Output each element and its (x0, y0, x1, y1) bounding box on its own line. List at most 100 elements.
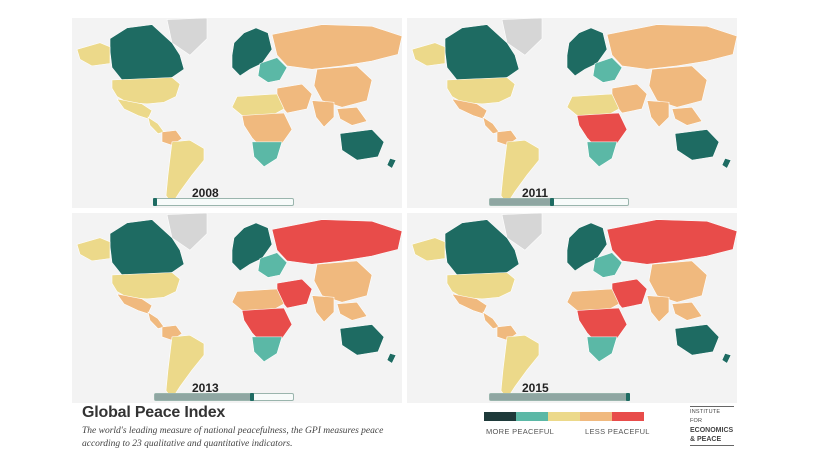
region-australia (339, 129, 385, 161)
region-greenland (166, 18, 208, 56)
region-central (147, 116, 165, 134)
region-nz (721, 353, 732, 364)
logo-line-3: & PEACE (690, 436, 722, 443)
slider-handle[interactable] (626, 393, 630, 401)
map-panel-2015: 2015 (407, 213, 737, 403)
region-seasia (671, 301, 703, 321)
region-usa (111, 77, 181, 105)
legend-less-peaceful-label: LESS PEACEFUL (585, 427, 650, 436)
region-china (313, 65, 373, 108)
region-africa_south (586, 141, 618, 168)
world-map (411, 18, 737, 205)
region-seasia (336, 301, 368, 321)
page-title: Global Peace Index (82, 404, 226, 421)
region-canada (444, 24, 520, 83)
slider-fill (490, 394, 628, 400)
region-seasia (336, 106, 368, 126)
year-label: 2015 (522, 381, 549, 395)
region-greenland (166, 213, 208, 251)
year-slider[interactable] (489, 198, 629, 206)
region-europe_east (257, 57, 288, 83)
legend-swatch (548, 412, 580, 421)
region-australia (339, 324, 385, 356)
region-africa_south (251, 141, 283, 168)
legend-swatch (612, 412, 644, 421)
region-south_america (165, 335, 205, 400)
slider-handle[interactable] (153, 198, 157, 206)
region-nz (386, 353, 397, 364)
region-usa (111, 272, 181, 300)
slider-fill (155, 394, 252, 400)
region-mexico (451, 98, 488, 120)
legend-swatch (484, 412, 516, 421)
region-europe_east (592, 252, 623, 278)
region-china (313, 260, 373, 303)
region-russia (271, 24, 402, 70)
region-nz (386, 158, 397, 169)
region-alaska (76, 237, 111, 262)
page-description: The world's leading measure of national … (82, 426, 384, 449)
region-seasia (671, 106, 703, 126)
region-alaska (411, 42, 446, 67)
logo-line-1: INSTITUTE FOR (690, 409, 721, 424)
slider-handle[interactable] (249, 393, 254, 401)
slider-handle[interactable] (550, 198, 555, 206)
region-russia (271, 219, 402, 265)
map-panel-2013: 2013 (72, 213, 402, 403)
region-south_america (500, 335, 540, 400)
legend-more-peaceful-label: MORE PEACEFUL (486, 427, 555, 436)
region-canada (109, 219, 185, 278)
region-central (482, 116, 500, 134)
region-india (646, 295, 670, 323)
year-slider[interactable] (154, 393, 294, 401)
region-india (311, 295, 335, 323)
region-mexico (451, 293, 488, 315)
logo-line-2: ECONOMICS (690, 427, 734, 434)
region-china (648, 65, 708, 108)
region-russia (606, 24, 737, 70)
region-central (482, 311, 500, 329)
region-greenland (501, 213, 543, 251)
world-map (76, 18, 402, 205)
region-africa_south (251, 336, 283, 363)
year-slider[interactable] (153, 198, 294, 206)
region-alaska (411, 237, 446, 262)
year-label: 2008 (192, 186, 219, 200)
map-panel-2008: 2008 (72, 18, 402, 208)
region-india (311, 100, 335, 128)
region-europe_east (257, 252, 288, 278)
region-africa_north (566, 288, 620, 311)
legend-swatch (580, 412, 612, 421)
region-africa_north (231, 93, 285, 116)
region-canada (444, 219, 520, 278)
region-south_america (165, 140, 205, 205)
region-usa (446, 272, 516, 300)
region-nz (721, 158, 732, 169)
region-africa_south (586, 336, 618, 363)
region-europe_east (592, 57, 623, 83)
iep-logo: INSTITUTE FOR ECONOMICS & PEACE (690, 405, 734, 447)
region-australia (674, 324, 720, 356)
region-china (648, 260, 708, 303)
region-africa_north (566, 93, 620, 116)
map-panel-2011: 2011 (407, 18, 737, 208)
region-australia (674, 129, 720, 161)
region-greenland (501, 18, 543, 56)
slider-fill (490, 199, 553, 205)
legend-swatch (516, 412, 548, 421)
region-india (646, 100, 670, 128)
region-mexico (116, 98, 153, 120)
world-map (411, 213, 737, 400)
year-slider[interactable] (489, 393, 630, 401)
region-usa (446, 77, 516, 105)
region-russia (606, 219, 737, 265)
year-label: 2011 (522, 186, 549, 200)
year-label: 2013 (192, 381, 219, 395)
region-canada (109, 24, 185, 83)
region-central (147, 311, 165, 329)
region-mexico (116, 293, 153, 315)
world-map (76, 213, 402, 400)
region-alaska (76, 42, 111, 67)
color-legend (484, 412, 644, 421)
region-south_america (500, 140, 540, 205)
